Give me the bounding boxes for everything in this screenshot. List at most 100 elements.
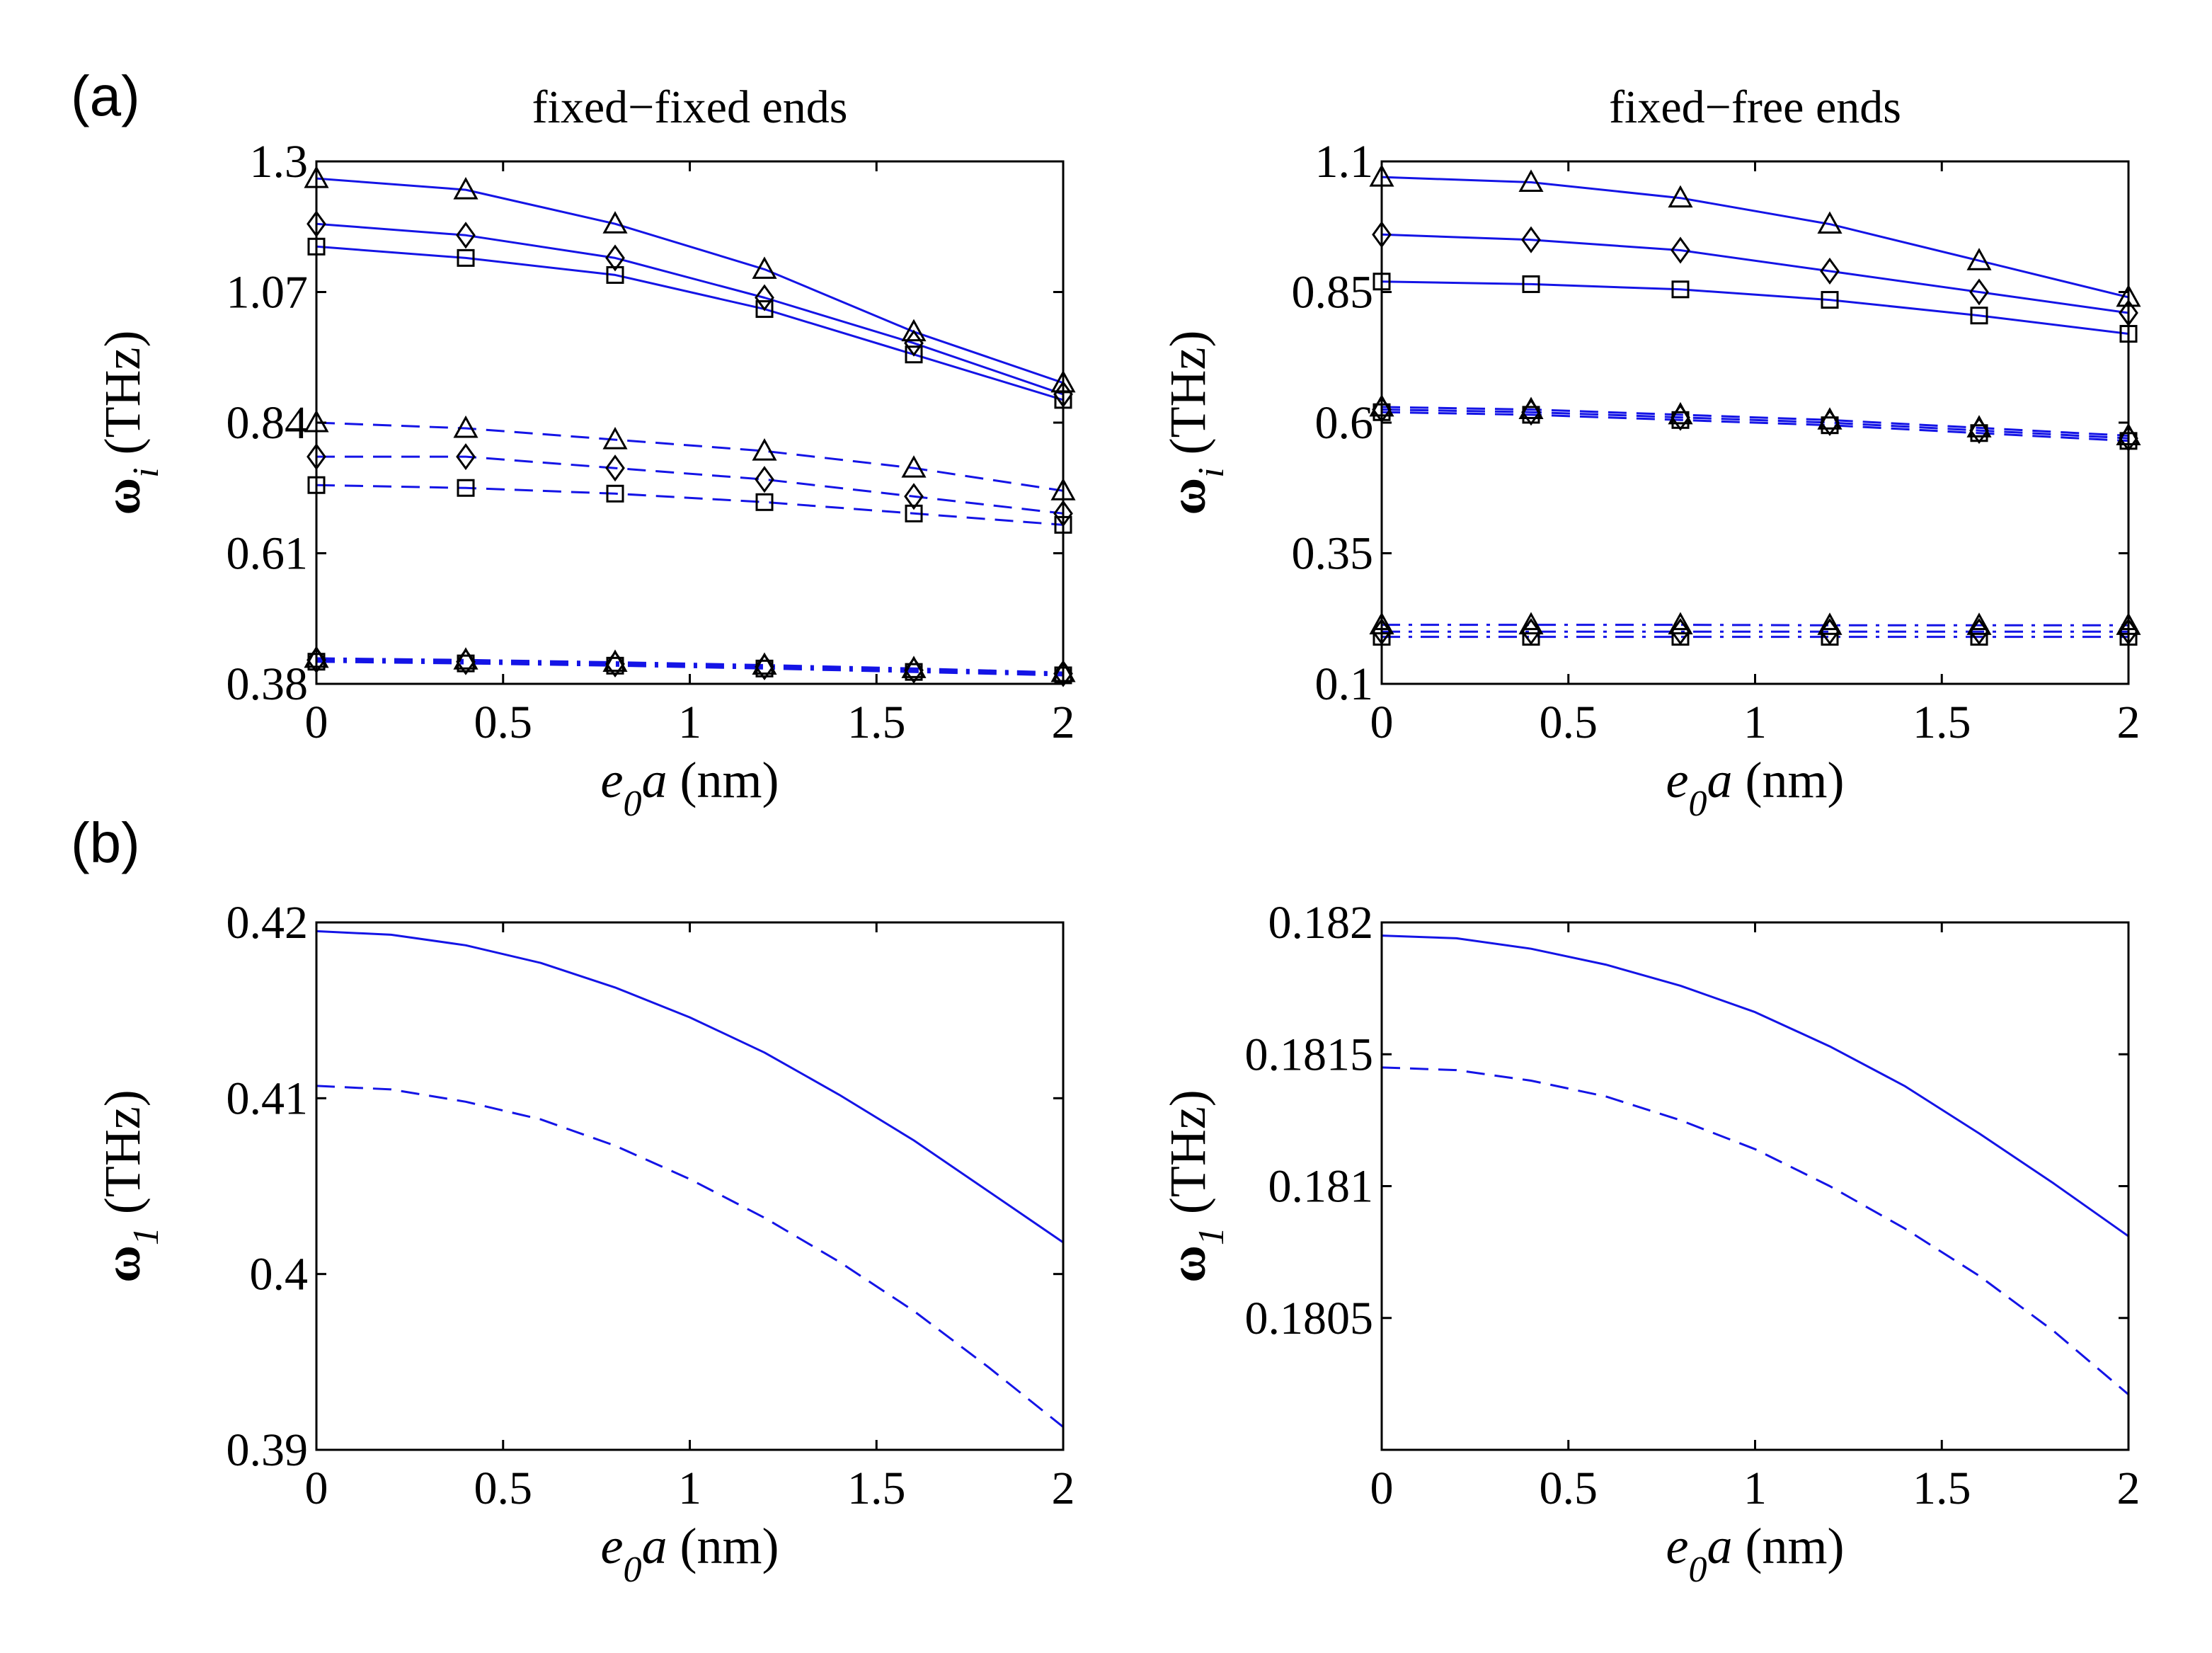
point-dash-diamond-2 — [605, 454, 625, 482]
x-tick-label: 1.5 — [847, 1463, 906, 1514]
y-tick-label: 0.41 — [227, 1073, 309, 1124]
series-line-solid-triangle — [316, 177, 1063, 384]
point-dashdot-diamond-1 — [1521, 618, 1541, 646]
point-dashdot-square-2 — [606, 656, 624, 675]
point-dash-triangle-2 — [602, 426, 628, 450]
point-solid-triangle-3 — [1817, 211, 1843, 234]
series-line-dash — [1382, 1066, 2128, 1395]
y-axis-label: ω1 (THz) — [94, 1089, 166, 1283]
point-solid-diamond-3 — [1820, 257, 1840, 285]
point-dash-diamond-2 — [1671, 404, 1690, 431]
y-axis-label-tail: (THz) — [1159, 1089, 1216, 1227]
y-tick-label: 1.3 — [250, 136, 309, 188]
point-solid-triangle-3 — [752, 256, 777, 279]
x-axis-label-main: e — [601, 1518, 624, 1574]
series-line-solid-triangle — [1382, 176, 2128, 299]
y-tick-label: 0.1 — [1315, 658, 1374, 710]
x-tick-label: 1 — [678, 697, 701, 748]
x-tick-label: 1 — [1743, 1463, 1767, 1514]
point-dash-diamond-4 — [1969, 417, 1989, 445]
y-axis-label-main: ω — [94, 1245, 151, 1283]
point-dashdot-triangle-3 — [1817, 612, 1843, 635]
y-tick-label: 0.84 — [227, 397, 309, 449]
point-dashdot-square-4 — [1970, 628, 1988, 646]
point-dashdot-diamond-1 — [456, 648, 476, 675]
point-solid-square-2 — [1671, 280, 1690, 299]
point-solid-diamond-2 — [1671, 236, 1690, 264]
chart-title: fixed−fixed ends — [532, 81, 848, 133]
y-axis-label-main: ω — [1159, 478, 1216, 515]
y-tick-label: 0.38 — [227, 658, 309, 710]
x-axis-label-var: a — [1707, 1518, 1733, 1574]
x-axis-label-var: a — [642, 1518, 667, 1574]
x-tick-label: 0.5 — [1540, 697, 1598, 748]
point-dashdot-triangle-1 — [1518, 612, 1544, 635]
point-dashdot-diamond-2 — [605, 650, 625, 677]
x-tick-label: 0 — [305, 697, 328, 748]
y-axis-label-tail: (THz) — [1159, 331, 1216, 468]
point-solid-triangle-2 — [602, 211, 628, 234]
point-solid-diamond-4 — [1969, 278, 1989, 306]
point-solid-square-4 — [1970, 307, 1988, 325]
point-dash-diamond-4 — [904, 483, 924, 510]
point-solid-square-1 — [457, 248, 475, 267]
y-tick-label: 0.1815 — [1245, 1029, 1374, 1080]
y-axis-label-main: ω — [94, 478, 151, 515]
point-dash-square-2 — [606, 484, 624, 503]
series-line-solid-square — [1382, 280, 2128, 335]
y-axis-label-tail: (THz) — [94, 1089, 151, 1227]
x-axis-label-tail: a (nm) — [1707, 1518, 1845, 1574]
point-dash-square-1 — [457, 479, 475, 497]
y-axis-label: ω1 (THz) — [1159, 1089, 1232, 1283]
x-axis-label: e0a (nm) — [1666, 1518, 1845, 1590]
point-solid-triangle-2 — [1668, 185, 1693, 208]
point-solid-diamond-2 — [605, 244, 625, 272]
y-tick-label: 0.6 — [1315, 397, 1374, 449]
point-solid-diamond-3 — [755, 284, 774, 311]
x-axis-label-var: a — [1707, 752, 1733, 808]
series-line-dashdot-triangle — [316, 657, 1063, 674]
point-dash-square-4 — [1970, 424, 1988, 442]
y-tick-label: 0.42 — [227, 897, 309, 949]
x-axis-label-tail: a (nm) — [642, 1518, 779, 1574]
x-tick-label: 0.5 — [474, 1463, 533, 1514]
y-axis-label: ωi (THz) — [1159, 331, 1232, 515]
point-solid-square-3 — [755, 300, 774, 319]
x-axis-label-main: e — [1666, 752, 1689, 808]
point-solid-diamond-1 — [1521, 226, 1541, 253]
point-dashdot-square-3 — [755, 659, 774, 677]
point-dash-square-3 — [755, 493, 774, 511]
point-dash-square-3 — [1821, 416, 1839, 435]
x-axis-label-sub: 0 — [624, 1550, 642, 1590]
series-line-solid-square — [316, 245, 1063, 401]
point-dashdot-square-1 — [1522, 628, 1540, 646]
point-dash-square-1 — [1522, 406, 1540, 424]
y-tick-label: 0.4 — [250, 1249, 309, 1300]
point-dash-diamond-3 — [1820, 408, 1840, 437]
y-tick-label: 1.07 — [227, 267, 309, 319]
y-axis-label-sub: 1 — [126, 1227, 166, 1245]
x-axis-label-unit: (nm) — [667, 1518, 779, 1574]
x-tick-label: 2 — [1052, 697, 1075, 748]
point-solid-diamond-4 — [904, 329, 924, 357]
x-tick-label: 0 — [1370, 1463, 1394, 1514]
point-dash-diamond-1 — [1521, 399, 1541, 426]
point-dash-triangle-1 — [453, 415, 478, 438]
point-dash-triangle-3 — [752, 438, 777, 461]
x-axis-label-sub: 0 — [1689, 784, 1707, 824]
x-axis-label-unit: (nm) — [1733, 752, 1845, 808]
point-dash-diamond-3 — [755, 466, 774, 493]
point-dashdot-diamond-4 — [904, 656, 924, 684]
point-dashdot-square-4 — [905, 663, 923, 681]
plot-area — [316, 930, 1063, 1428]
y-tick-label: 0.1805 — [1245, 1293, 1374, 1344]
point-dashdot-square-2 — [1671, 628, 1690, 646]
point-dash-triangle-4 — [901, 455, 927, 478]
x-axis-label: e0a (nm) — [601, 752, 779, 824]
point-dashdot-square-3 — [1821, 628, 1839, 646]
point-dashdot-diamond-3 — [1820, 618, 1840, 646]
